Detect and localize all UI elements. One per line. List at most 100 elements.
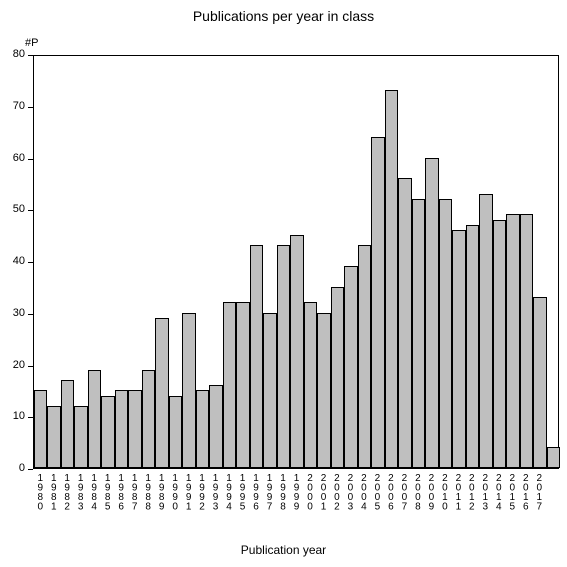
y-tick-mark bbox=[28, 55, 33, 56]
y-tick-mark bbox=[28, 107, 33, 108]
y-tick-label: 20 bbox=[0, 359, 25, 371]
bar bbox=[290, 235, 303, 468]
bar bbox=[155, 318, 168, 468]
x-axis-title: Publication year bbox=[0, 543, 567, 557]
bar bbox=[209, 385, 222, 468]
bar bbox=[250, 245, 263, 468]
x-tick-label: 2007 bbox=[399, 473, 409, 511]
x-tick-label: 1985 bbox=[102, 473, 112, 511]
y-tick-mark bbox=[28, 314, 33, 315]
bar bbox=[196, 390, 209, 468]
bar bbox=[61, 380, 74, 468]
bar bbox=[263, 313, 276, 468]
bar bbox=[533, 297, 546, 468]
y-tick-label: 60 bbox=[0, 152, 25, 164]
x-tick-label: 1996 bbox=[251, 473, 261, 511]
x-tick-label: 1994 bbox=[224, 473, 234, 511]
bar bbox=[304, 302, 317, 468]
x-tick-label: 1984 bbox=[89, 473, 99, 511]
x-tick-label: 1987 bbox=[129, 473, 139, 511]
bar bbox=[547, 447, 560, 468]
x-tick-label: 1980 bbox=[35, 473, 45, 511]
x-tick-label: 1990 bbox=[170, 473, 180, 511]
x-tick-label: 1993 bbox=[210, 473, 220, 511]
bar bbox=[101, 396, 114, 468]
bar bbox=[34, 390, 47, 468]
x-tick-label: 2000 bbox=[304, 473, 314, 511]
y-tick-label: 50 bbox=[0, 203, 25, 215]
bar bbox=[385, 90, 398, 468]
bar bbox=[452, 230, 465, 468]
x-tick-label: 1999 bbox=[291, 473, 301, 511]
x-tick-label: 2015 bbox=[507, 473, 517, 511]
bar bbox=[236, 302, 249, 468]
x-tick-label: 2006 bbox=[385, 473, 395, 511]
bar bbox=[479, 194, 492, 468]
bar bbox=[506, 214, 519, 468]
bar bbox=[47, 406, 60, 468]
x-tick-label: 2003 bbox=[345, 473, 355, 511]
bar bbox=[466, 225, 479, 468]
chart-container: Publications per year in class #P Public… bbox=[0, 0, 567, 567]
bar bbox=[344, 266, 357, 468]
bar bbox=[277, 245, 290, 468]
y-tick-label: 0 bbox=[0, 462, 25, 474]
bar bbox=[493, 220, 506, 468]
y-axis-label: #P bbox=[25, 37, 38, 49]
x-tick-label: 1995 bbox=[237, 473, 247, 511]
bar bbox=[425, 158, 438, 469]
bar bbox=[317, 313, 330, 468]
bar bbox=[439, 199, 452, 468]
y-tick-mark bbox=[28, 262, 33, 263]
y-tick-mark bbox=[28, 210, 33, 211]
y-tick-mark bbox=[28, 469, 33, 470]
x-tick-label: 2001 bbox=[318, 473, 328, 511]
y-tick-label: 80 bbox=[0, 48, 25, 60]
x-tick-label: 1991 bbox=[183, 473, 193, 511]
x-tick-label: 1997 bbox=[264, 473, 274, 511]
y-tick-label: 10 bbox=[0, 410, 25, 422]
x-tick-label: 2013 bbox=[480, 473, 490, 511]
y-tick-label: 40 bbox=[0, 255, 25, 267]
x-tick-label: 1988 bbox=[143, 473, 153, 511]
bar bbox=[520, 214, 533, 468]
x-tick-label: 2004 bbox=[358, 473, 368, 511]
bar bbox=[331, 287, 344, 468]
x-tick-label: 2009 bbox=[426, 473, 436, 511]
chart-title: Publications per year in class bbox=[0, 8, 567, 24]
x-tick-label: 2017 bbox=[534, 473, 544, 511]
bar bbox=[88, 370, 101, 468]
x-tick-label: 2016 bbox=[520, 473, 530, 511]
bar bbox=[169, 396, 182, 468]
y-tick-mark bbox=[28, 159, 33, 160]
y-tick-mark bbox=[28, 417, 33, 418]
bar bbox=[182, 313, 195, 468]
x-tick-label: 1986 bbox=[116, 473, 126, 511]
bar bbox=[74, 406, 87, 468]
x-tick-label: 1992 bbox=[197, 473, 207, 511]
bar bbox=[115, 390, 128, 468]
y-tick-label: 70 bbox=[0, 100, 25, 112]
x-tick-label: 2010 bbox=[439, 473, 449, 511]
x-tick-label: 2005 bbox=[372, 473, 382, 511]
bar bbox=[371, 137, 384, 468]
x-tick-label: 2014 bbox=[493, 473, 503, 511]
bar bbox=[358, 245, 371, 468]
x-tick-label: 2012 bbox=[466, 473, 476, 511]
x-tick-label: 1983 bbox=[75, 473, 85, 511]
bar bbox=[128, 390, 141, 468]
bar bbox=[398, 178, 411, 468]
x-tick-label: 1989 bbox=[156, 473, 166, 511]
bar bbox=[412, 199, 425, 468]
x-tick-label: 1998 bbox=[278, 473, 288, 511]
bar bbox=[223, 302, 236, 468]
y-tick-label: 30 bbox=[0, 307, 25, 319]
x-tick-label: 1982 bbox=[62, 473, 72, 511]
bar bbox=[142, 370, 155, 468]
x-tick-label: 1981 bbox=[48, 473, 58, 511]
x-tick-label: 2008 bbox=[412, 473, 422, 511]
x-tick-label: 2002 bbox=[331, 473, 341, 511]
x-tick-label: 2011 bbox=[453, 473, 463, 511]
y-tick-mark bbox=[28, 366, 33, 367]
plot-area bbox=[33, 55, 559, 469]
